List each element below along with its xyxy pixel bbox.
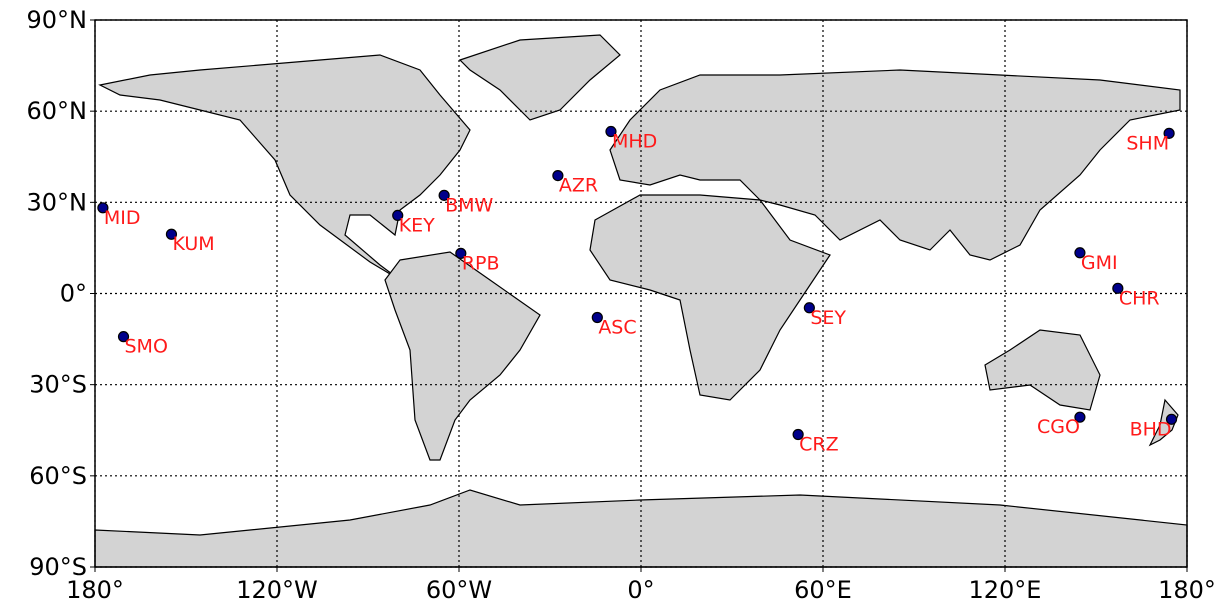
station-marker <box>1165 413 1178 425</box>
x-tick-label: 180° <box>1158 576 1216 604</box>
greenland <box>458 34 621 121</box>
station-label: AZR <box>559 175 598 197</box>
station-marker <box>97 202 109 214</box>
x-tick-label: 120°E <box>969 576 1042 604</box>
x-tick-label: 120°W <box>236 576 318 604</box>
station-label: SHM <box>1126 132 1169 154</box>
station-marker <box>591 311 603 324</box>
y-tick-label: 90°S <box>29 553 87 581</box>
africa <box>589 194 831 401</box>
australia <box>984 329 1101 411</box>
station-marker <box>392 209 404 222</box>
y-tick-label: 90°N <box>27 6 88 34</box>
y-tick-label: 60°N <box>27 97 88 125</box>
station-label: KUM <box>172 233 214 255</box>
station-marker <box>455 247 467 259</box>
station-label: GMI <box>1081 252 1118 274</box>
station-marker <box>165 228 178 240</box>
station-label: CGO <box>1037 416 1080 438</box>
x-tick-label: 0° <box>627 576 654 604</box>
y-tick-label: 0° <box>60 280 87 308</box>
station-marker <box>1112 282 1124 294</box>
station-marker <box>1074 247 1086 259</box>
station-label: KEY <box>399 214 435 236</box>
land <box>94 34 1188 568</box>
station-marker <box>1074 411 1086 423</box>
north-america <box>98 54 471 281</box>
station-marker <box>792 428 804 441</box>
station-marker <box>1163 127 1175 139</box>
station-marker <box>605 125 617 138</box>
station-marker <box>552 169 564 182</box>
y-tick-label: 60°S <box>29 462 87 490</box>
station-label: CRZ <box>799 434 838 456</box>
y-tick-label: 30°N <box>27 188 88 216</box>
x-tick-label: 60°W <box>426 576 492 604</box>
station-label: SEY <box>810 307 846 329</box>
y-tick-label: 30°S <box>29 371 87 399</box>
station-marker <box>803 302 815 314</box>
station-label: MHD <box>612 131 657 153</box>
station-label: RPB <box>462 252 500 274</box>
x-tick-label: 60°E <box>794 576 852 604</box>
station-label: MID <box>104 207 141 229</box>
station-label: SMO <box>125 336 168 358</box>
station-marker <box>438 189 450 201</box>
x-tick-label: 180° <box>66 576 124 604</box>
south-america <box>384 251 541 461</box>
station-marker <box>117 331 130 343</box>
new-zealand <box>1148 398 1179 447</box>
station-label: CHR <box>1119 287 1160 309</box>
station-label: BHD <box>1130 418 1172 440</box>
station-label: ASC <box>598 317 636 339</box>
station-label: BMW <box>445 194 493 216</box>
